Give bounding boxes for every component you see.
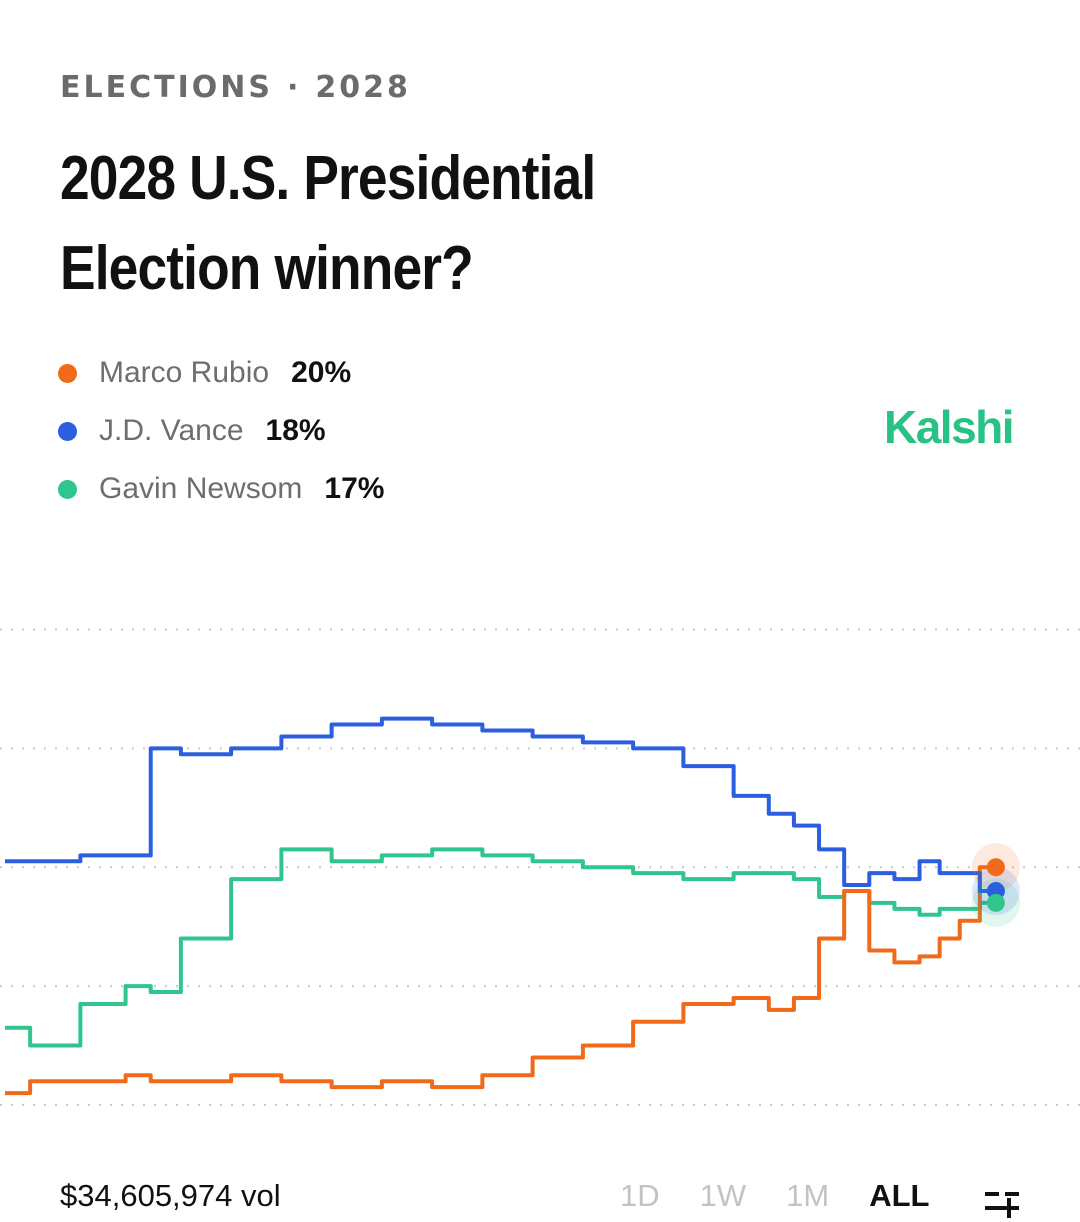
legend-percentage: 18%: [265, 414, 326, 447]
range-tab-1d[interactable]: 1D: [620, 1178, 660, 1213]
trading-volume: $34,605,974 vol: [60, 1178, 281, 1213]
series-line-vance: [5, 716, 990, 893]
legend-name: J.D. Vance: [99, 414, 244, 447]
legend-dot-rubio: [58, 363, 77, 383]
legend-item-newsom[interactable]: Gavin Newsom 17%: [58, 460, 384, 518]
time-range-tabs: 1D 1W 1M ALL: [620, 1178, 969, 1214]
price-history-chart[interactable]: [0, 540, 1080, 1140]
legend-percentage: 20%: [291, 356, 352, 389]
endpoint-marker-newsom[interactable]: [986, 893, 1005, 912]
range-tab-all[interactable]: ALL: [869, 1178, 930, 1213]
legend-item-vance[interactable]: J.D. Vance 18%: [58, 402, 384, 460]
settings-sliders-icon[interactable]: [985, 1188, 1019, 1218]
market-title: 2028 U.S. Presidential Election winner?: [60, 144, 596, 303]
legend-dot-newsom: [58, 479, 77, 499]
endpoint-marker-rubio[interactable]: [986, 858, 1005, 877]
legend-name: Gavin Newsom: [99, 472, 303, 505]
chart-legend: Marco Rubio 20% J.D. Vance 18% Gavin New…: [58, 344, 384, 518]
market-category: ELECTIONS · 2028: [60, 70, 411, 105]
category-label: ELECTIONS: [60, 70, 273, 105]
series-line-rubio: [5, 865, 990, 1096]
category-year: 2028: [315, 70, 411, 105]
legend-dot-vance: [58, 421, 77, 441]
range-tab-1m[interactable]: 1M: [786, 1178, 830, 1213]
kalshi-logo: Kalshi: [884, 401, 1015, 453]
series-line-newsom: [5, 847, 990, 1048]
legend-percentage: 17%: [324, 472, 385, 505]
category-separator: ·: [286, 70, 302, 105]
legend-name: Marco Rubio: [99, 356, 270, 389]
legend-item-rubio[interactable]: Marco Rubio 20%: [58, 344, 384, 402]
range-tab-1w[interactable]: 1W: [699, 1178, 747, 1213]
